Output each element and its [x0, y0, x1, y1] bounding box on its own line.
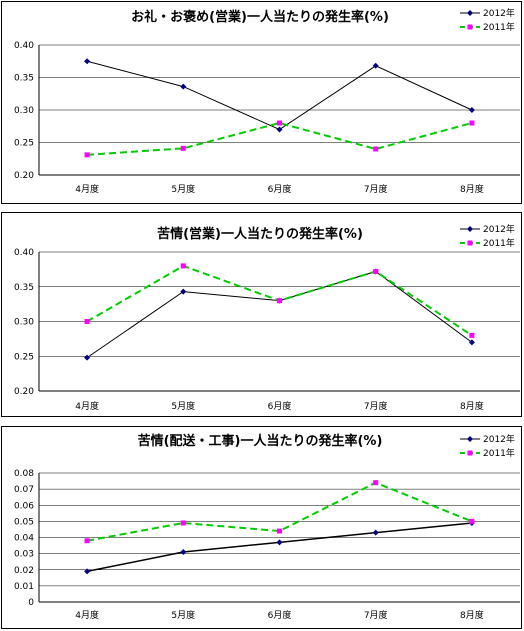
x-tick-label: 4月度	[75, 183, 99, 195]
legend-marker	[467, 240, 473, 246]
x-tick-label: 6月度	[268, 183, 292, 195]
chart-2-svg: 苦情(営業)一人当たりの発生率(%) 0.20 0.25 0.30 0.35 0.40 4月…	[14, 223, 520, 412]
y-tick-label: 0.30	[14, 106, 34, 116]
data-point	[469, 518, 475, 524]
data-point	[84, 319, 90, 324]
data-point	[373, 146, 379, 152]
y-tick-label: 0.08	[14, 469, 34, 479]
y-tick-label: 0.07	[14, 485, 34, 495]
data-point	[277, 120, 282, 126]
y-tick-label: 0.02	[14, 566, 34, 576]
legend-marker	[467, 226, 473, 232]
x-tick-label: 7月度	[364, 183, 388, 195]
x-tick-label: 4月度	[75, 400, 99, 412]
data-point	[84, 58, 91, 65]
data-point	[84, 568, 91, 575]
data-point	[180, 288, 187, 295]
x-tick-label: 7月度	[364, 609, 388, 621]
legend-marker	[467, 24, 473, 30]
x-tick-label: 5月度	[171, 183, 195, 195]
data-point	[84, 538, 90, 544]
data-point	[180, 520, 186, 526]
x-tick-label: 8月度	[460, 400, 484, 412]
x-tick-label: 7月度	[364, 400, 388, 412]
y-tick-label: 0	[28, 598, 34, 608]
y-tick-label: 0.25	[14, 352, 34, 362]
data-point	[84, 152, 90, 158]
legend-label: 2011年	[483, 237, 515, 249]
data-point	[372, 529, 379, 536]
x-tick-label: 8月度	[460, 183, 484, 195]
chart-title: お礼・お褒め(営業)一人当たりの発生率(%)	[131, 9, 389, 25]
data-point	[180, 263, 186, 269]
legend-marker	[467, 10, 473, 16]
x-tick-label: 6月度	[268, 609, 292, 621]
legend-label: 2011年	[483, 447, 515, 459]
y-tick-label: 0.04	[14, 534, 34, 544]
x-tick-label: 5月度	[171, 400, 195, 412]
chart-panel-2: 苦情(営業)一人当たりの発生率(%) 0.20 0.25 0.30 0.35 0.40 4月…	[1, 212, 522, 417]
data-point	[373, 480, 379, 486]
data-point	[277, 528, 282, 534]
data-point	[180, 549, 187, 556]
y-tick-label: 0.20	[14, 387, 34, 397]
chart-panel-3: 苦情(配送・工事)一人当たりの発生率(%) 0 0.01 0.02 0.03 0.04 0.…	[1, 426, 522, 629]
chart-title: 苦情(営業)一人当たりの発生率(%)	[157, 226, 363, 242]
y-tick-label: 0.40	[14, 41, 34, 51]
data-point	[468, 339, 475, 346]
x-tick-label: 8月度	[460, 609, 484, 621]
y-tick-label: 0.20	[14, 171, 34, 181]
legend-label: 2012年	[483, 433, 515, 445]
data-point	[373, 268, 379, 274]
x-tick-label: 6月度	[268, 400, 292, 412]
data-point	[469, 332, 475, 338]
chart-1-svg: お礼・お褒め(営業)一人当たりの発生率(%) 0.20 0.25 0.30 0.35 0.…	[14, 7, 520, 195]
y-tick-label: 0.06	[14, 501, 34, 511]
data-point	[84, 354, 91, 361]
series-line-1	[86, 60, 473, 131]
data-point	[372, 62, 379, 69]
y-tick-label: 0.25	[14, 139, 34, 149]
y-tick-label: 0.01	[14, 582, 34, 592]
legend-label: 2012年	[483, 223, 515, 235]
data-point	[180, 145, 186, 151]
series-line-2	[86, 481, 473, 542]
chart-3-svg: 苦情(配送・工事)一人当たりの発生率(%) 0 0.01 0.02 0.03 0.04 0.…	[14, 433, 520, 621]
data-point	[277, 298, 282, 304]
series-line-1	[86, 270, 473, 359]
chart-title: 苦情(配送・工事)一人当たりの発生率(%)	[138, 433, 383, 449]
data-point	[276, 539, 283, 546]
legend-marker	[467, 436, 473, 442]
y-tick-label: 0.35	[14, 283, 34, 293]
data-point	[180, 83, 187, 90]
chart-panel-1: お礼・お褒め(営業)一人当たりの発生率(%) 0.20 0.25 0.30 0.35 0.…	[1, 1, 522, 204]
y-tick-label: 0.05	[14, 517, 34, 527]
y-tick-label: 0.30	[14, 318, 34, 328]
x-tick-label: 4月度	[75, 609, 99, 621]
y-tick-label: 0.40	[14, 248, 34, 258]
data-point	[469, 120, 475, 126]
legend-marker	[467, 450, 473, 456]
x-tick-label: 5月度	[171, 609, 195, 621]
y-tick-label: 0.03	[14, 550, 34, 560]
data-point	[276, 126, 283, 133]
data-point	[468, 107, 475, 113]
legend-label: 2012年	[483, 7, 515, 19]
legend-label: 2011年	[483, 21, 515, 33]
y-tick-label: 0.35	[14, 74, 34, 84]
